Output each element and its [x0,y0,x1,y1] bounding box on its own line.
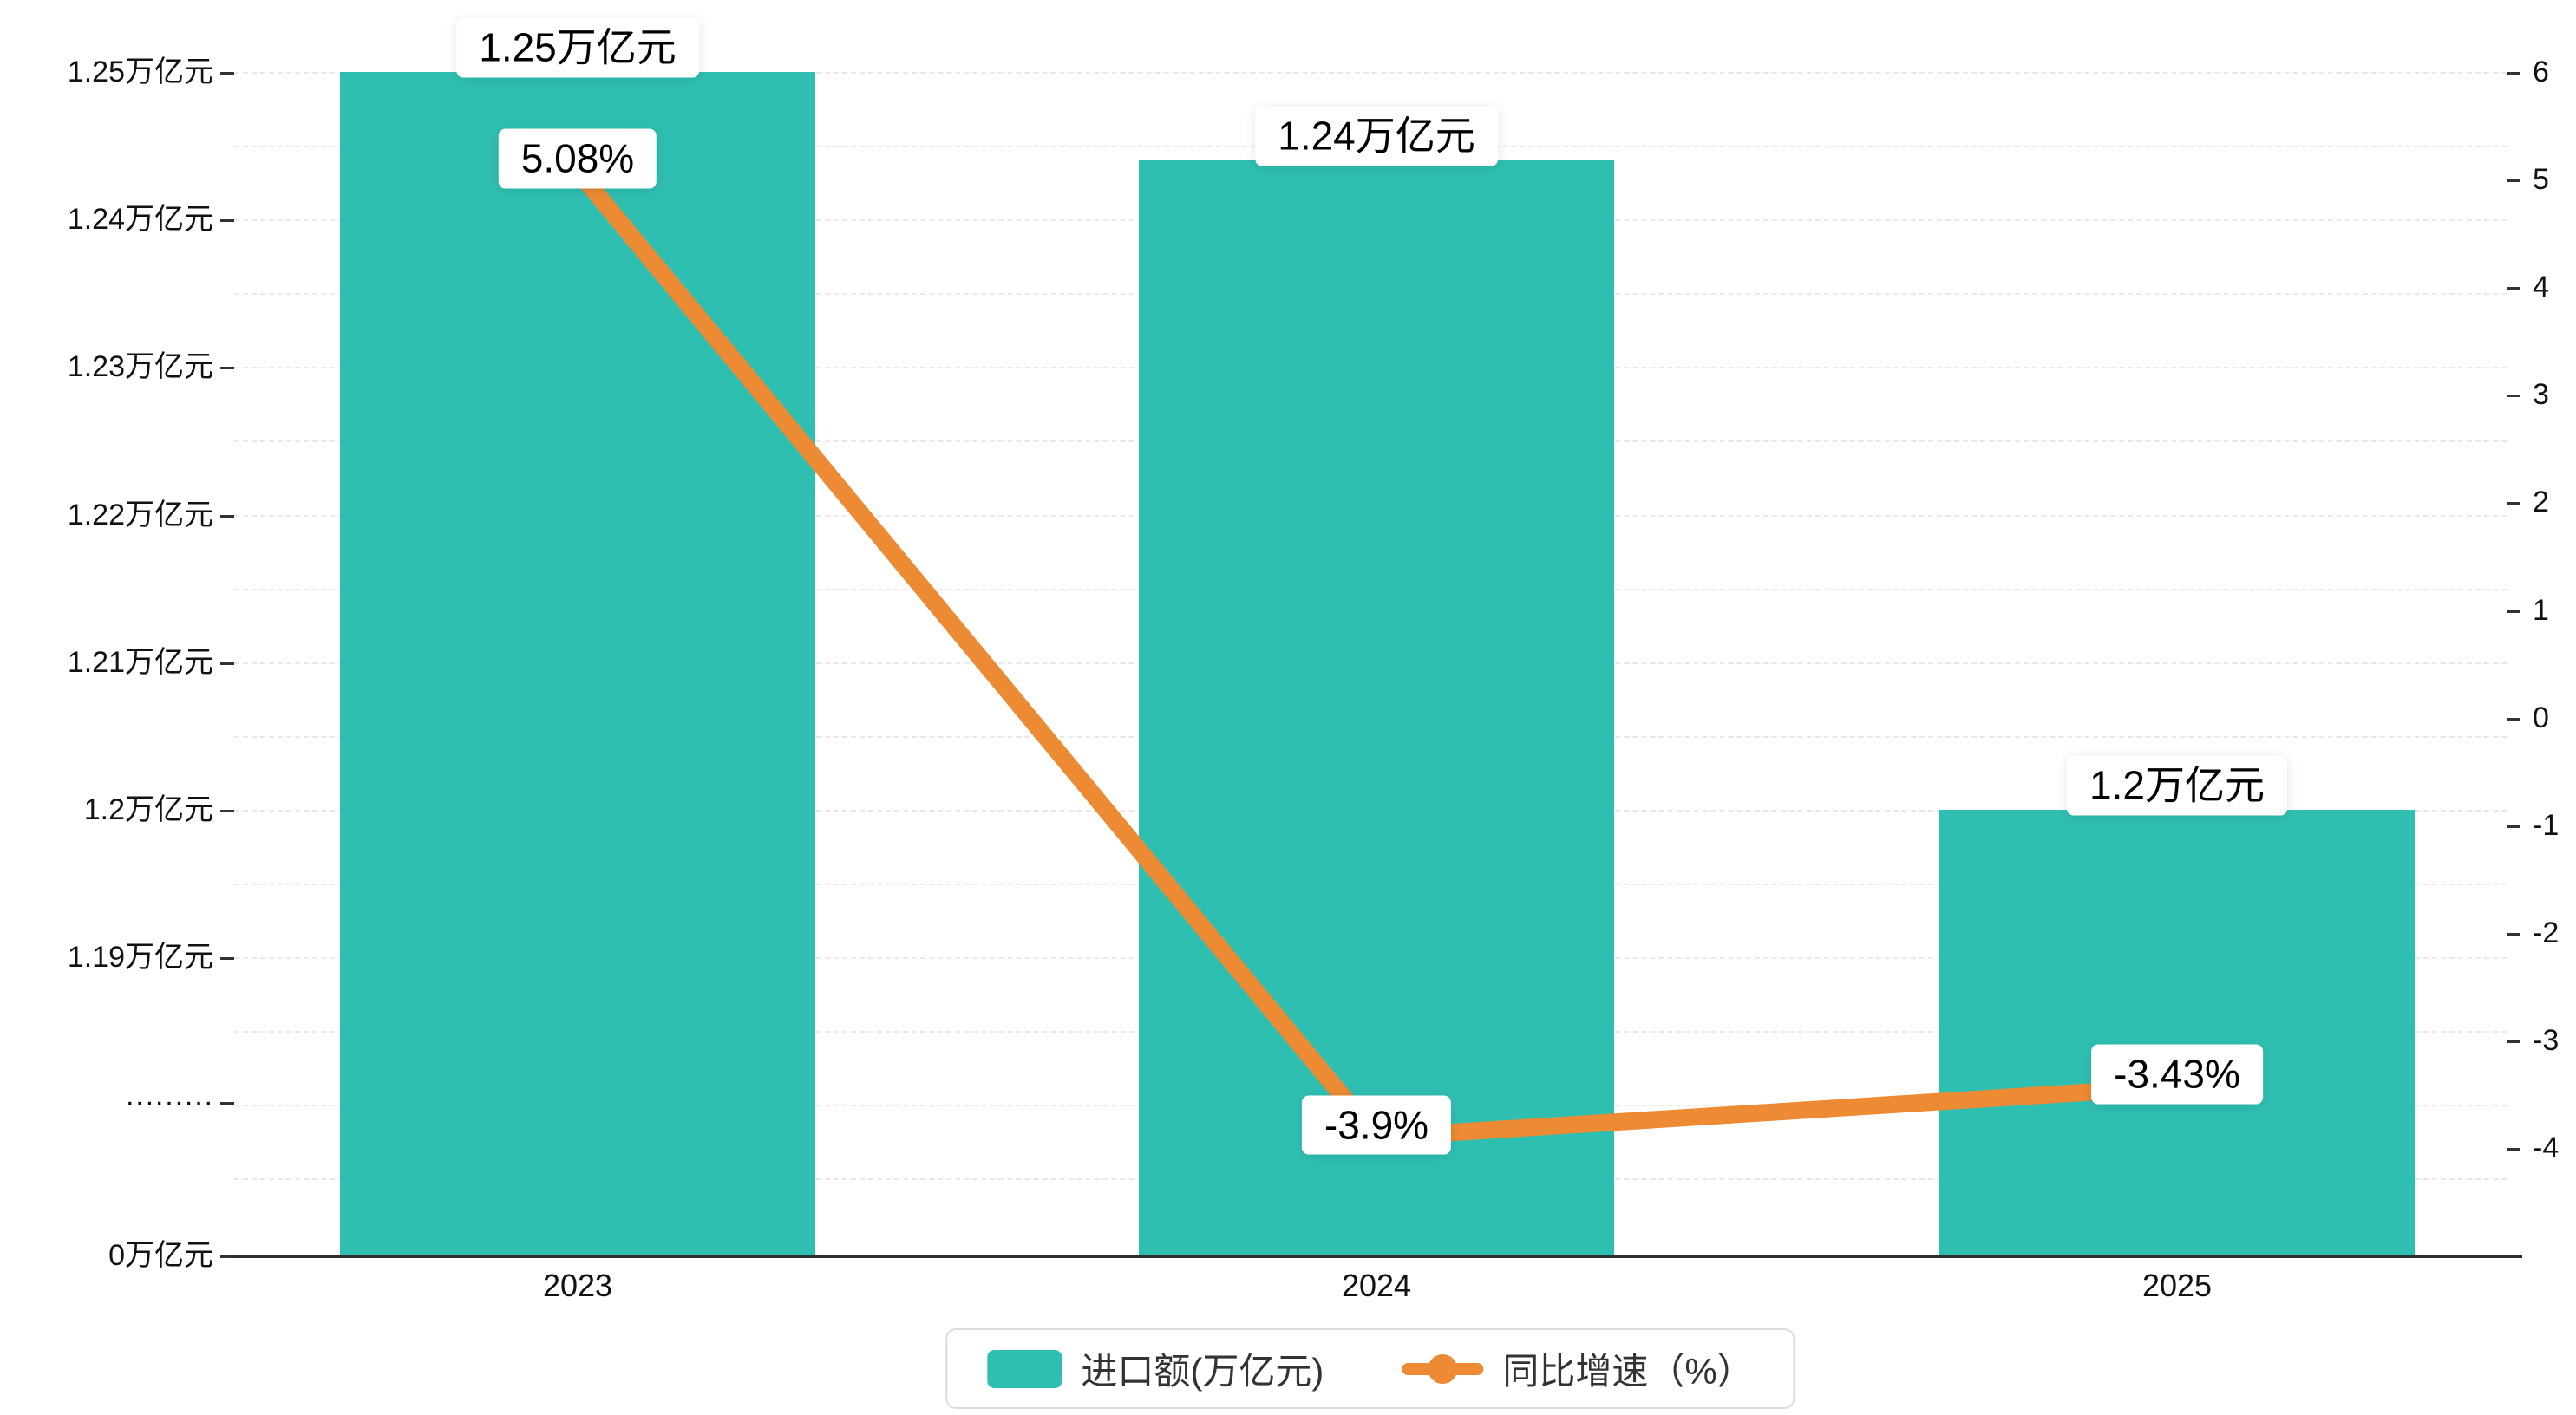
y-axis-left-tick [220,219,234,222]
bar-value-label: 1.25万亿元 [456,17,699,78]
y-axis-left-label: 0万亿元 [108,1239,213,1272]
line-value-label: -3.9% [1301,1095,1452,1156]
y-axis-left-label: 1.2万亿元 [83,793,213,826]
y-axis-left-tick [220,1102,234,1105]
x-axis-label-2023: 2023 [542,1268,613,1303]
x-axis-line [224,1255,2522,1258]
y-axis-right-label: 3 [2533,378,2549,412]
y-axis-right-label: -2 [2533,916,2560,949]
legend: 进口额(万亿元) 同比增速（%） [945,1328,1795,1409]
y-axis-left-label: 1.23万亿元 [67,350,213,383]
y-axis-right-tick [2507,287,2520,290]
y-axis-right-label: -1 [2533,808,2560,842]
y-axis-left-tick [220,72,234,75]
legend-label-growth: 同比增速（%） [1502,1351,1754,1392]
y-axis-right-tick [2507,932,2520,936]
bar-value-label: 1.2万亿元 [2067,755,2287,816]
y-axis-left-label: 1.21万亿元 [67,646,213,679]
y-axis-right-tick [2507,395,2520,398]
y-axis-right-tick [2507,1040,2520,1043]
bar-2025[interactable] [1939,809,2415,1255]
y-axis-right-tick [2507,502,2520,505]
legend-item-imports[interactable]: 进口额(万亿元) [987,1342,1324,1395]
y-axis-left-tick [220,810,234,812]
y-axis-left-tick [220,515,234,518]
line-series-dot-icon [1428,1353,1458,1384]
y-axis-left-tick [220,1255,234,1258]
y-axis-left-label: 1.22万亿元 [67,499,213,531]
line-value-label: 5.08% [498,128,657,189]
bar-value-label: 1.24万亿元 [1255,106,1498,166]
x-axis-label-2025: 2025 [2141,1268,2213,1303]
y-axis-right-label: 4 [2533,271,2549,304]
bar-2023[interactable] [340,72,815,1255]
y-axis-right-tick [2507,610,2520,613]
y-axis-right-label: 2 [2533,486,2549,519]
line-series-marker-icon [1402,1353,1484,1384]
x-axis-label-2024: 2024 [1341,1268,1412,1303]
y-axis-right-label: -4 [2533,1131,2560,1164]
y-axis-left-tick [220,957,234,960]
y-axis-left-label: ········· [125,1086,213,1118]
y-axis-right-tick [2507,825,2520,828]
y-axis-left-label: 1.24万亿元 [67,203,213,236]
bar-2024[interactable] [1139,160,1614,1255]
y-axis-right-label: 5 [2533,163,2549,197]
y-axis-right-label: 0 [2533,701,2549,734]
legend-label-imports: 进口额(万亿元) [1081,1351,1324,1392]
y-axis-right-tick [2507,72,2520,75]
bar-series-swatch-icon [987,1349,1062,1388]
legend-item-growth[interactable]: 同比增速（%） [1402,1342,1754,1395]
y-axis-left-label: 1.19万亿元 [67,941,213,974]
gridline [234,72,2507,74]
y-axis-left-tick [220,367,234,369]
y-axis-right-label: 1 [2533,593,2549,627]
y-axis-right-tick [2507,179,2520,183]
y-axis-right-label: -3 [2533,1023,2560,1057]
y-axis-right-tick [2507,717,2520,721]
line-value-label: -3.43% [2091,1044,2263,1105]
y-axis-right-tick [2507,1148,2520,1151]
y-axis-left-tick [220,662,234,665]
y-axis-left-label: 1.25万亿元 [67,55,213,88]
y-axis-right-label: 6 [2533,55,2549,88]
